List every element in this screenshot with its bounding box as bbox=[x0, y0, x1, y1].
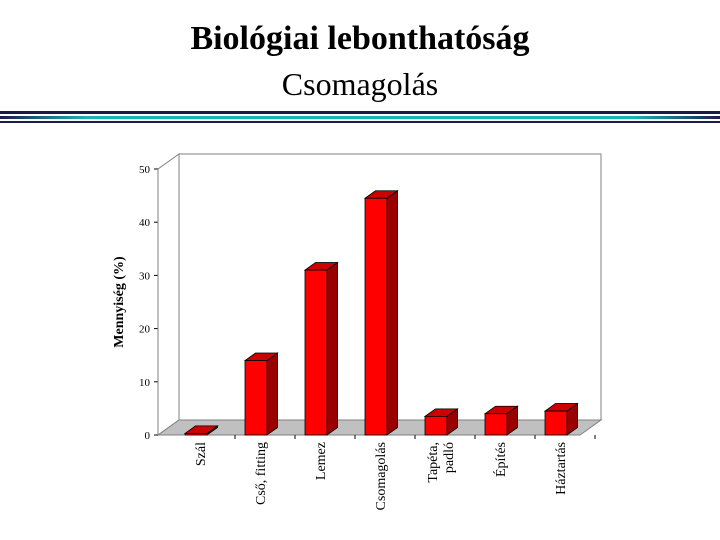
y-tick-label: 50 bbox=[139, 164, 151, 176]
x-tick-label: Szál bbox=[194, 442, 209, 466]
bar bbox=[484, 413, 508, 436]
slide-title: Biológiai lebonthatóság bbox=[190, 20, 530, 57]
bar bbox=[424, 415, 448, 436]
bar bbox=[244, 360, 268, 436]
chart-side-wall bbox=[157, 153, 180, 436]
bar bbox=[364, 197, 388, 436]
bar bbox=[544, 410, 568, 436]
slide-subtitle: Csomagolás bbox=[281, 66, 439, 102]
x-tick-label: Építés bbox=[492, 442, 509, 477]
x-tick-label: Tapéta, bbox=[426, 442, 441, 483]
bar-side bbox=[266, 352, 278, 436]
x-tick-label: padló bbox=[442, 442, 457, 473]
bar-side bbox=[326, 261, 338, 436]
y-tick-label: 10 bbox=[139, 377, 151, 389]
y-tick-label: 30 bbox=[139, 270, 151, 282]
x-tick-label: Lemez bbox=[314, 442, 329, 480]
x-tick-label: Háztartás bbox=[554, 442, 569, 495]
y-tick-label: 0 bbox=[145, 430, 151, 442]
bar bbox=[184, 433, 208, 436]
y-axis-title: Mennyiség (%) bbox=[112, 256, 127, 348]
x-tick-label: Csomagolás bbox=[374, 442, 389, 510]
y-tick-label: 40 bbox=[139, 217, 151, 229]
y-tick-label: 20 bbox=[139, 324, 151, 336]
bar-side bbox=[386, 189, 398, 436]
x-tick-label: Cső, fitting bbox=[254, 442, 269, 505]
bar bbox=[304, 269, 328, 436]
